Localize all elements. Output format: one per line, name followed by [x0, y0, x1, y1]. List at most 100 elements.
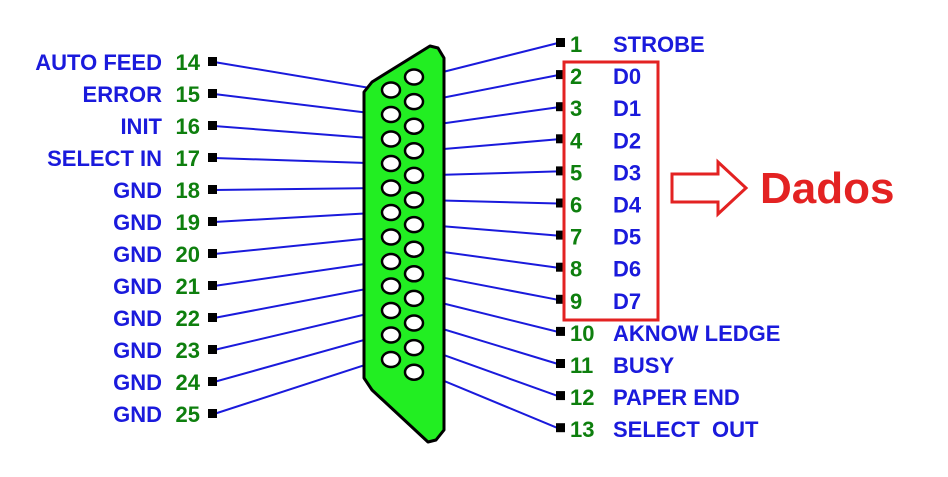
- pin-name-21: GND: [113, 274, 162, 299]
- data-pins-highlight-box: [562, 60, 660, 322]
- pin-hole-1: [403, 68, 425, 86]
- pin-terminal-8: [556, 262, 565, 272]
- pin-number-24: 24: [176, 370, 201, 395]
- pin-name-11: BUSY: [613, 353, 674, 378]
- pin-hole-13: [403, 363, 425, 381]
- pin-terminal-17: [208, 153, 217, 162]
- pin-name-1: STROBE: [613, 32, 705, 57]
- pin-number-9: 9: [570, 289, 582, 314]
- pin-name-14: AUTO FEED: [35, 50, 162, 75]
- pin-name-13: SELECT OUT: [613, 417, 759, 442]
- pin-hole-7: [403, 215, 425, 234]
- wire-pin-18: [213, 187, 383, 191]
- pin-hole-25: [380, 350, 402, 369]
- pin-hole-5: [403, 166, 425, 185]
- pin-name-12: PAPER END: [613, 385, 740, 410]
- pin-terminal-16: [208, 121, 217, 130]
- pin-number-21: 21: [176, 274, 200, 299]
- pin-number-7: 7: [570, 225, 582, 250]
- pin-number-3: 3: [570, 96, 582, 121]
- pin-number-12: 12: [570, 385, 594, 410]
- pin-hole-21: [380, 252, 402, 271]
- pin-number-8: 8: [570, 257, 582, 282]
- pin-name-5: D3: [613, 160, 641, 185]
- wires-layer: [213, 42, 559, 430]
- left-pin-labels: 14 AUTO FEED 15 ERROR 16 INIT 17 SELECT IN 18 GND…: [35, 50, 217, 427]
- pin-terminal-21: [208, 281, 217, 290]
- pin-number-10: 10: [570, 321, 594, 346]
- pin-number-23: 23: [176, 338, 200, 363]
- pin-hole-10: [403, 289, 425, 308]
- pin-hole-18: [380, 179, 402, 197]
- pin-terminal-18: [208, 185, 217, 194]
- pin-hole-15: [380, 105, 402, 124]
- pin-name-25: GND: [113, 402, 162, 427]
- pin-hole-9: [403, 265, 425, 283]
- pin-number-25: 25: [176, 402, 200, 427]
- pin-terminal-15: [208, 89, 217, 98]
- pin-name-17: SELECT IN: [47, 146, 162, 171]
- pin-name-10: AKNOW LEDGE: [613, 321, 780, 346]
- wire-pin-24: [213, 334, 383, 383]
- pin-terminal-6: [556, 198, 565, 208]
- pin-terminal-24: [208, 377, 217, 386]
- pin-name-2: D0: [613, 64, 641, 89]
- wire-pin-14: [213, 61, 383, 91]
- pin-hole-2: [403, 92, 425, 111]
- pin-number-16: 16: [176, 114, 200, 139]
- pin-hole-22: [380, 277, 402, 295]
- pin-name-6: D4: [613, 193, 642, 218]
- pin-number-15: 15: [176, 82, 200, 107]
- pin-terminal-7: [556, 230, 565, 240]
- pin-terminal-10: [556, 326, 565, 336]
- pin-terminal-20: [208, 249, 217, 258]
- pin-number-14: 14: [176, 50, 201, 75]
- pin-number-18: 18: [176, 178, 200, 203]
- pin-terminal-25: [208, 409, 217, 418]
- arrow-right-icon: [670, 158, 749, 218]
- pin-hole-4: [403, 142, 425, 160]
- data-group-label: Dados: [760, 164, 894, 213]
- pin-hole-11: [403, 314, 425, 332]
- pin-hole-12: [403, 338, 425, 357]
- wire-pin-22: [213, 285, 383, 319]
- pin-name-24: GND: [113, 370, 162, 395]
- pin-terminal-2: [556, 70, 565, 80]
- pin-name-23: GND: [113, 338, 162, 363]
- pin-terminal-4: [556, 134, 565, 144]
- pin-terminal-5: [556, 166, 565, 176]
- pin-number-1: 1: [570, 32, 582, 57]
- pin-name-15: ERROR: [83, 82, 163, 107]
- pin-name-18: GND: [113, 178, 162, 203]
- pin-terminal-9: [556, 294, 565, 304]
- pin-terminal-12: [556, 391, 565, 401]
- right-pin-labels: 1 STROBE 2 D0 3 D1 4 D2 5 D3 6 D4 7 D5 8 D6 9 D7 10 AKNOW L…: [556, 32, 780, 442]
- wire-pin-23: [213, 309, 383, 351]
- wire-pin-15: [213, 93, 383, 116]
- pin-hole-3: [403, 117, 425, 135]
- pin-hole-14: [380, 81, 402, 99]
- pin-hole-8: [403, 240, 425, 258]
- pin-terminal-23: [208, 345, 217, 354]
- wire-pin-17: [213, 157, 383, 165]
- wire-pin-16: [213, 125, 383, 140]
- wire-pin-21: [213, 260, 383, 287]
- pin-terminal-19: [208, 217, 217, 226]
- pin-number-2: 2: [570, 64, 582, 89]
- pin-hole-19: [380, 203, 402, 222]
- pin-name-8: D6: [613, 257, 641, 282]
- pin-number-5: 5: [570, 160, 582, 185]
- pin-terminal-11: [556, 359, 565, 368]
- pin-holes-layer: [380, 68, 425, 381]
- pin-name-19: GND: [113, 210, 162, 235]
- connector-shell: [362, 44, 446, 444]
- pin-hole-20: [380, 228, 402, 246]
- pin-hole-6: [403, 191, 425, 209]
- pin-hole-24: [380, 326, 402, 344]
- pin-number-22: 22: [176, 306, 200, 331]
- pin-number-6: 6: [570, 193, 582, 218]
- pin-number-19: 19: [176, 210, 200, 235]
- wire-pin-19: [213, 211, 383, 223]
